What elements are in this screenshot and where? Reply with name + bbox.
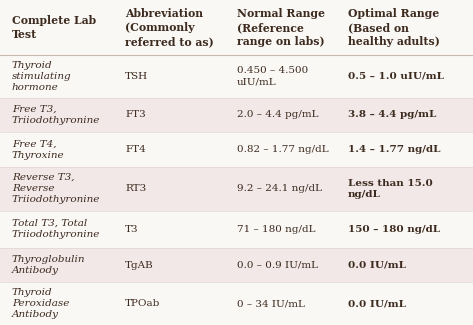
Text: 1.4 – 1.77 ng/dL: 1.4 – 1.77 ng/dL (348, 145, 440, 154)
Text: Optimal Range
(Based on
healthy adults): Optimal Range (Based on healthy adults) (348, 8, 439, 47)
Text: FT3: FT3 (125, 111, 146, 120)
Bar (0, 282, 473, 325)
Text: 0 – 34 IU/mL: 0 – 34 IU/mL (236, 299, 304, 308)
Text: Free T4,
Thyroxine: Free T4, Thyroxine (12, 139, 64, 160)
Text: 0.0 IU/mL: 0.0 IU/mL (348, 299, 406, 308)
Text: TPOab: TPOab (125, 299, 161, 308)
Text: 0.82 – 1.77 ng/dL: 0.82 – 1.77 ng/dL (236, 145, 328, 154)
Bar (0, 98, 473, 132)
Text: RT3: RT3 (125, 184, 147, 193)
Text: FT4: FT4 (125, 145, 146, 154)
Text: TgAB: TgAB (125, 261, 154, 269)
Text: TSH: TSH (125, 72, 149, 81)
Text: Total T3, Total
Triiodothyronine: Total T3, Total Triiodothyronine (12, 219, 100, 239)
Text: Abbreviation
(Commonly
referred to as): Abbreviation (Commonly referred to as) (125, 8, 214, 47)
Text: T3: T3 (125, 225, 139, 234)
Text: 2.0 – 4.4 pg/mL: 2.0 – 4.4 pg/mL (236, 111, 318, 120)
Text: Thyroglobulin
Antibody: Thyroglobulin Antibody (12, 255, 85, 275)
Bar (0, 132, 473, 167)
Text: 0.0 IU/mL: 0.0 IU/mL (348, 261, 406, 269)
Bar (0, 55, 473, 98)
Text: Complete Lab
Test: Complete Lab Test (12, 15, 96, 40)
Text: 0.0 – 0.9 IU/mL: 0.0 – 0.9 IU/mL (236, 261, 317, 269)
Text: Thyroid
stimulating
hormone: Thyroid stimulating hormone (12, 61, 71, 92)
Text: Reverse T3,
Reverse
Triiodothyronine: Reverse T3, Reverse Triiodothyronine (12, 173, 100, 204)
Bar (0, 248, 473, 282)
Bar (0, 0, 473, 55)
Text: 3.8 – 4.4 pg/mL: 3.8 – 4.4 pg/mL (348, 111, 436, 120)
Bar (0, 211, 473, 248)
Text: Normal Range
(Reference
range on labs): Normal Range (Reference range on labs) (236, 8, 324, 47)
Text: Thyroid
Peroxidase
Antibody: Thyroid Peroxidase Antibody (12, 288, 69, 319)
Text: 150 – 180 ng/dL: 150 – 180 ng/dL (348, 225, 440, 234)
Text: 0.450 – 4.500
uIU/mL: 0.450 – 4.500 uIU/mL (236, 66, 308, 86)
Text: Less than 15.0
ng/dL: Less than 15.0 ng/dL (348, 179, 432, 199)
Bar (0, 167, 473, 211)
Text: 0.5 – 1.0 uIU/mL: 0.5 – 1.0 uIU/mL (348, 72, 444, 81)
Text: 71 – 180 ng/dL: 71 – 180 ng/dL (236, 225, 315, 234)
Text: Free T3,
Triiodothyronine: Free T3, Triiodothyronine (12, 105, 100, 125)
Text: 9.2 – 24.1 ng/dL: 9.2 – 24.1 ng/dL (236, 184, 322, 193)
